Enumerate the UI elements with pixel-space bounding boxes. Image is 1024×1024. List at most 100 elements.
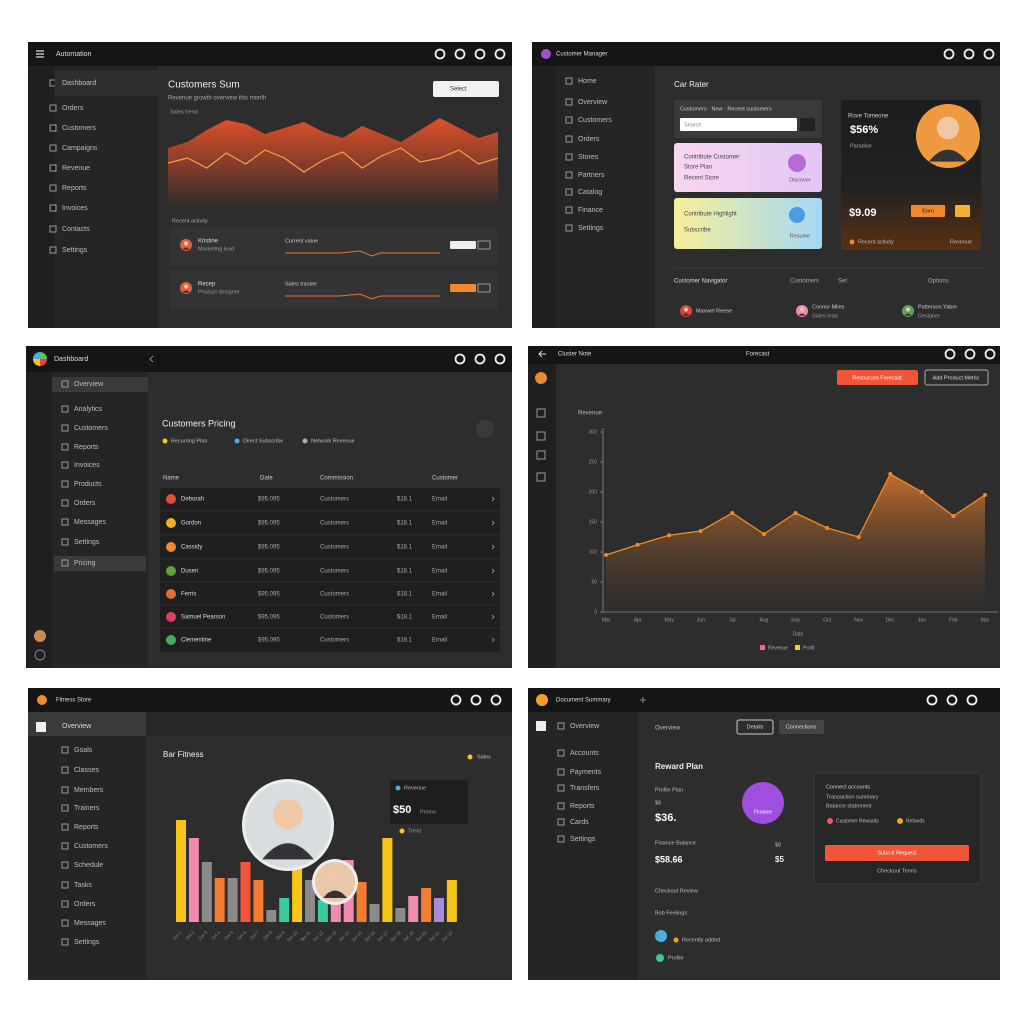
sidebar-item[interactable]: Messages	[74, 920, 106, 927]
table-cell: Email	[432, 521, 447, 527]
sidebar-item[interactable]: Orders	[578, 136, 600, 143]
sidebar-item[interactable]: Tasks	[74, 882, 92, 889]
status-dot	[673, 937, 679, 943]
submit-button[interactable]	[825, 845, 969, 861]
toggle[interactable]	[450, 241, 476, 249]
label: Sales	[477, 754, 491, 760]
legend-dot	[399, 828, 405, 834]
sidebar-item[interactable]: Customers	[74, 843, 108, 850]
sidebar-item[interactable]: Pricing	[74, 560, 96, 567]
toggle-end[interactable]	[477, 283, 491, 293]
bar	[292, 842, 303, 922]
sidebar-item[interactable]: Settings	[570, 836, 596, 843]
label[interactable]: Add Product Metric	[933, 375, 980, 381]
sidebar-icon	[565, 171, 573, 179]
sidebar-item[interactable]: Reports	[74, 444, 99, 451]
sidebar-item[interactable]: Invoices	[74, 462, 100, 469]
sidebar-item[interactable]: Cards	[570, 819, 589, 826]
primary-button[interactable]	[837, 370, 918, 385]
icon-strip	[26, 372, 52, 668]
sidebar-item[interactable]: Accounts	[570, 750, 599, 757]
sidebar-item[interactable]: Payments	[570, 769, 602, 776]
sidebar-icon	[49, 246, 57, 254]
sidebar-item[interactable]: Messages	[74, 519, 106, 526]
sidebar-item[interactable]: Settings	[62, 247, 88, 254]
table-cell: $18.1	[397, 569, 413, 575]
search-button[interactable]	[800, 118, 815, 131]
sidebar-item[interactable]: Settings	[74, 539, 100, 546]
sidebar-icon	[557, 722, 565, 730]
details-button[interactable]	[736, 719, 774, 735]
sidebar-item[interactable]: Customers	[74, 425, 108, 432]
sidebar-item[interactable]: Campaigns	[62, 145, 98, 152]
sidebar-icon	[61, 499, 69, 507]
sidebar-item[interactable]: Goals	[74, 747, 93, 754]
label[interactable]: Select	[450, 87, 467, 93]
sidebar-item[interactable]: Catalog	[578, 189, 602, 196]
sidebar-item[interactable]: Orders	[74, 901, 96, 908]
label[interactable]: Earn	[922, 208, 934, 214]
sidebar-item[interactable]: Customers	[62, 125, 96, 132]
x-tick-label: Feb	[949, 617, 958, 623]
sidebar-item[interactable]: Analytics	[74, 406, 103, 413]
label[interactable]: Connections	[786, 724, 817, 730]
sidebar-item[interactable]: Dashboard	[62, 80, 96, 87]
row-chevron	[491, 496, 495, 502]
avatar-body	[682, 313, 690, 316]
x-tick-label: Aug	[759, 617, 768, 623]
toggle[interactable]	[450, 284, 476, 292]
row-avatar	[166, 566, 176, 576]
sidebar-item[interactable]: Transfers	[570, 785, 600, 792]
sidebar-item[interactable]: Reports	[74, 824, 99, 831]
row-avatar	[166, 635, 176, 645]
avatar-head	[799, 307, 805, 312]
sidebar	[528, 712, 638, 980]
earn-small[interactable]	[955, 205, 970, 217]
connections-button[interactable]	[779, 720, 824, 734]
sidebar-item[interactable]: Products	[74, 481, 102, 488]
avatar-head	[683, 307, 689, 312]
avatar-body	[928, 149, 968, 162]
window-icon	[454, 48, 466, 60]
activity-row	[170, 271, 498, 309]
user-status	[34, 649, 46, 661]
table-cell: Email	[432, 545, 447, 551]
x-tick-label: Set 2	[184, 930, 195, 941]
sidebar-item[interactable]: Trainers	[74, 805, 100, 812]
label[interactable]: Resources Forecast	[852, 375, 902, 381]
sidebar-icon	[61, 559, 69, 567]
secondary-button[interactable]	[924, 369, 989, 386]
sidebar-item[interactable]: Invoices	[62, 205, 88, 212]
sidebar-item[interactable]: Classes	[74, 767, 99, 774]
sidebar-item[interactable]: Overview	[74, 381, 104, 388]
sidebar-item[interactable]: Overview	[570, 723, 600, 730]
sidebar-item[interactable]: Finance	[578, 207, 603, 214]
user-avatar	[34, 630, 46, 642]
sidebar-item[interactable]: Settings	[74, 939, 100, 946]
sidebar-item[interactable]: Home	[578, 78, 597, 85]
sidebar-item[interactable]: Settings	[578, 225, 604, 232]
sidebar-item[interactable]: Reports	[62, 185, 87, 192]
sidebar-item[interactable]: Partners	[578, 172, 605, 179]
toggle-end[interactable]	[477, 240, 491, 250]
sidebar-item[interactable]: Reports	[570, 803, 595, 810]
sidebar-item[interactable]: Members	[74, 787, 104, 794]
label[interactable]: Submit Request	[877, 850, 917, 856]
label[interactable]: Details	[747, 724, 764, 730]
sidebar-item[interactable]: Orders	[62, 105, 84, 112]
sidebar-item[interactable]: Customers	[578, 117, 612, 124]
promo-card	[674, 143, 822, 192]
earn-button[interactable]	[911, 205, 945, 217]
sidebar-item[interactable]: Schedule	[74, 862, 103, 869]
label: Customer Navigator	[674, 279, 727, 285]
sidebar-item[interactable]: Contacts	[62, 226, 90, 233]
sidebar-item[interactable]: Orders	[74, 500, 96, 507]
search-input[interactable]	[680, 118, 797, 131]
sidebar-item[interactable]: Overview	[578, 99, 608, 106]
sidebar-item[interactable]: Revenue	[62, 165, 90, 172]
table-cell: Customers	[320, 615, 349, 621]
x-tick-label: Dec	[886, 617, 895, 623]
sidebar-item[interactable]: Stores	[578, 154, 599, 161]
select-button[interactable]	[433, 81, 499, 97]
x-tick-label: Oct	[823, 617, 831, 623]
